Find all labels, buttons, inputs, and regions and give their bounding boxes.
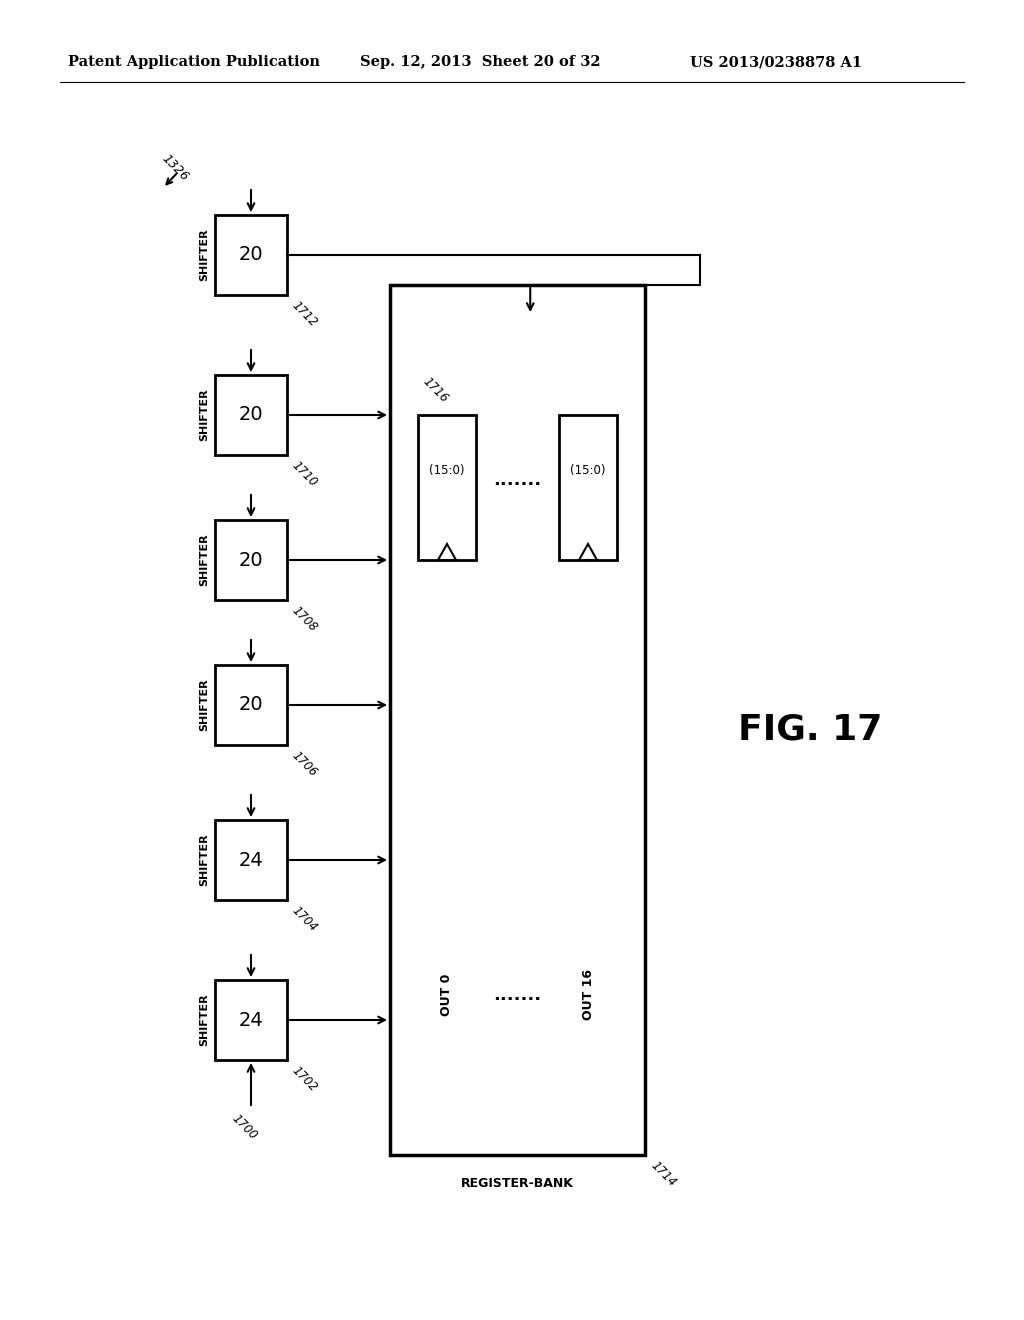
Text: .......: ....... — [494, 471, 542, 490]
Text: SHIFTER: SHIFTER — [199, 834, 209, 886]
Text: SHIFTER: SHIFTER — [199, 994, 209, 1047]
Text: REGISTER-BANK: REGISTER-BANK — [461, 1177, 573, 1191]
Text: SHIFTER: SHIFTER — [199, 388, 209, 441]
Text: 20: 20 — [239, 696, 263, 714]
Bar — [215, 665, 287, 744]
Bar — [390, 285, 645, 1155]
Text: Patent Application Publication: Patent Application Publication — [68, 55, 319, 69]
Text: OUT 0: OUT 0 — [440, 974, 454, 1016]
Text: US 2013/0238878 A1: US 2013/0238878 A1 — [690, 55, 862, 69]
Text: 1716: 1716 — [420, 375, 451, 405]
Bar — [215, 979, 287, 1060]
Text: 20: 20 — [239, 550, 263, 569]
Text: 1708: 1708 — [289, 605, 319, 635]
Bar — [215, 820, 287, 900]
Text: SHIFTER: SHIFTER — [199, 533, 209, 586]
Text: OUT 16: OUT 16 — [582, 969, 595, 1020]
Text: SHIFTER: SHIFTER — [199, 678, 209, 731]
Bar — [215, 215, 287, 294]
Bar — [215, 520, 287, 601]
Text: 24: 24 — [239, 1011, 263, 1030]
Polygon shape — [579, 544, 597, 560]
Text: 1700: 1700 — [229, 1111, 259, 1142]
Text: (15:0): (15:0) — [570, 463, 606, 477]
Text: (15:0): (15:0) — [429, 463, 465, 477]
Text: FIG. 17: FIG. 17 — [738, 713, 883, 747]
Text: 1326: 1326 — [159, 152, 190, 183]
Text: 20: 20 — [239, 246, 263, 264]
Text: .......: ....... — [494, 986, 542, 1005]
Text: 1710: 1710 — [289, 459, 319, 490]
Text: 1712: 1712 — [289, 300, 319, 330]
Bar — [418, 414, 476, 560]
Polygon shape — [438, 544, 456, 560]
Text: SHIFTER: SHIFTER — [199, 228, 209, 281]
Text: 1714: 1714 — [648, 1159, 679, 1189]
Text: 1706: 1706 — [289, 748, 319, 779]
Text: 20: 20 — [239, 405, 263, 425]
Text: Sep. 12, 2013  Sheet 20 of 32: Sep. 12, 2013 Sheet 20 of 32 — [360, 55, 601, 69]
Text: 24: 24 — [239, 850, 263, 870]
Text: 1704: 1704 — [289, 904, 319, 935]
Text: 1702: 1702 — [289, 1064, 319, 1094]
Bar — [559, 414, 617, 560]
Bar — [215, 375, 287, 455]
